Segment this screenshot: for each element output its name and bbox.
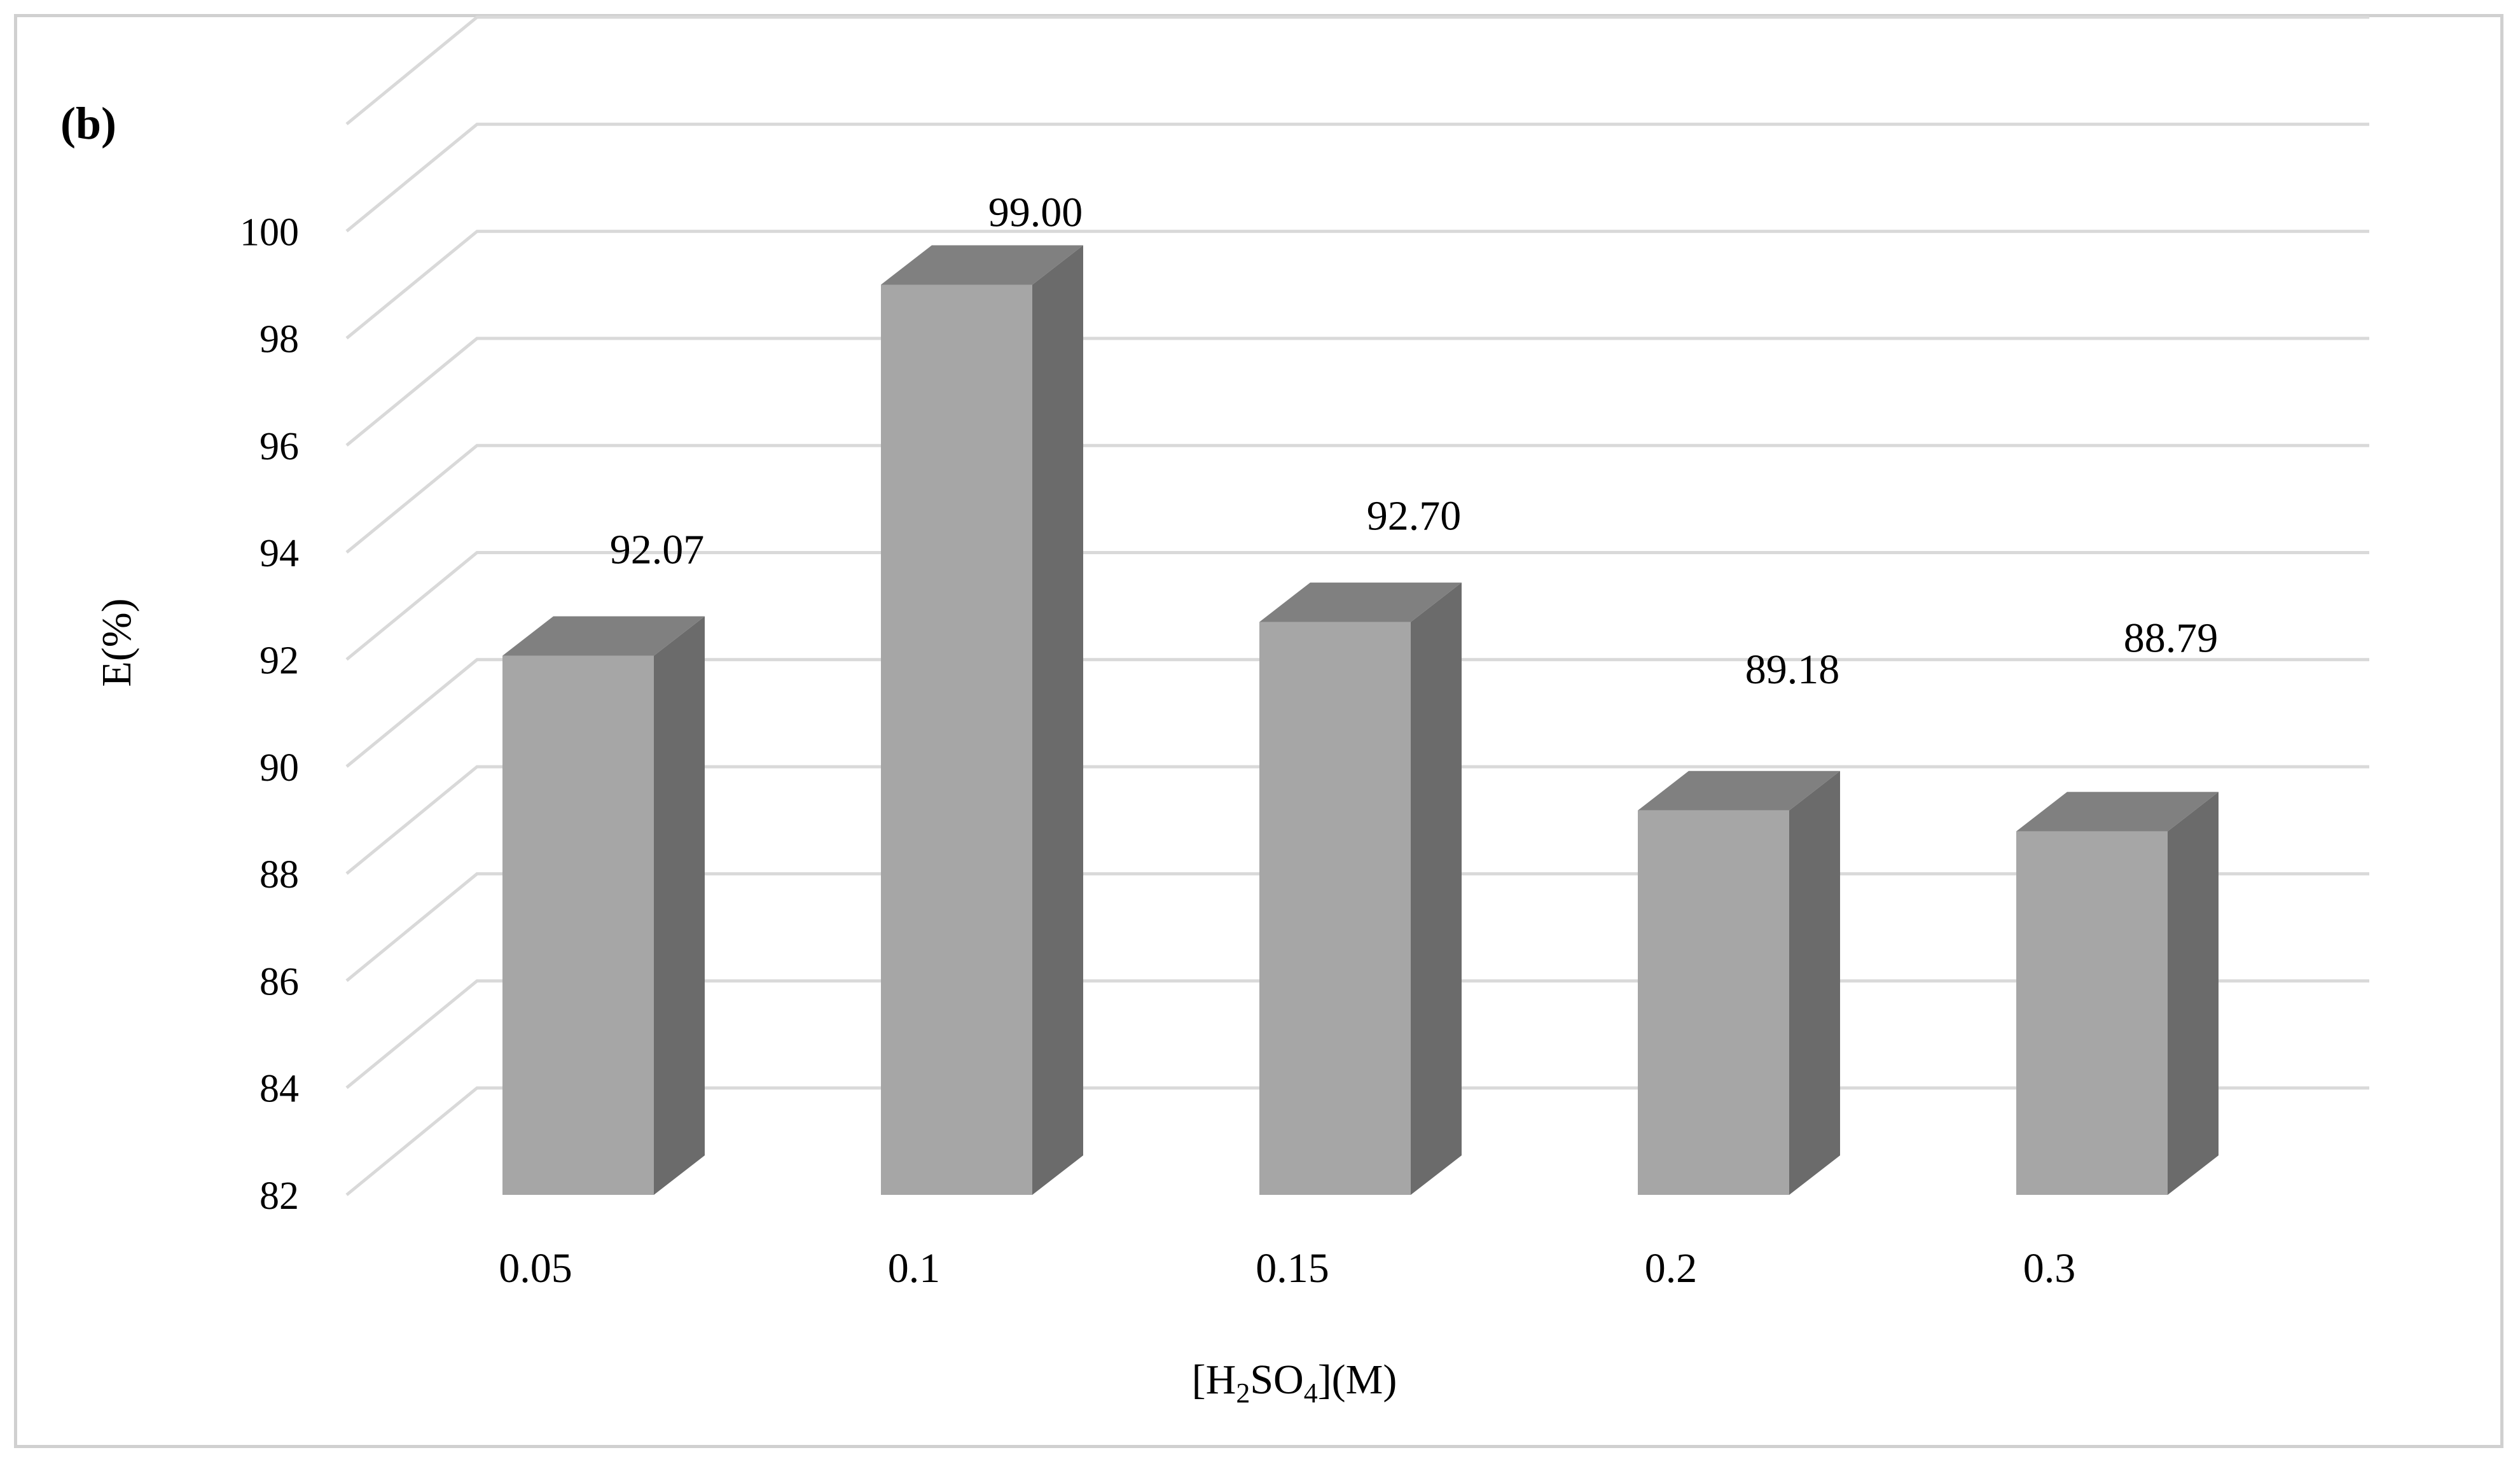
bar-top — [2016, 791, 2219, 832]
bar-side — [654, 616, 705, 1195]
y-axis-label: E(%) — [93, 598, 140, 687]
bar-front — [881, 284, 1032, 1196]
bar-top — [1259, 582, 1462, 622]
gridline — [345, 765, 2369, 875]
bar-front — [1259, 622, 1411, 1195]
gridline — [345, 551, 2369, 661]
bar-side — [2168, 791, 2219, 1195]
y-tick-label: 84 — [260, 1068, 299, 1111]
bar — [502, 616, 705, 1195]
bar — [1259, 582, 1462, 1195]
bar-side — [1789, 770, 1840, 1195]
x-tick-label: 0.1 — [888, 1245, 941, 1292]
y-tick-label: 92 — [260, 639, 299, 683]
y-tick-label: 96 — [260, 425, 299, 468]
data-label: 88.79 — [2124, 615, 2219, 662]
x-tick-label: 0.05 — [499, 1245, 572, 1292]
bar-front — [1638, 810, 1789, 1195]
x-tick-label: 0.2 — [1645, 1245, 1698, 1292]
gridline — [345, 122, 2369, 233]
bar-front — [2016, 831, 2168, 1195]
x-tick-label: 0.15 — [1256, 1245, 1329, 1292]
bar — [1638, 770, 1840, 1195]
data-labels: 92.07 99.00 92.70 89.18 88.79 — [610, 189, 2219, 692]
bar-side — [1411, 582, 1462, 1195]
gridline — [345, 658, 2369, 768]
bar-side — [1032, 245, 1083, 1196]
y-tick-label: 82 — [260, 1175, 299, 1218]
y-tick-label: 88 — [260, 853, 299, 896]
bars — [502, 245, 2219, 1196]
data-label: 92.07 — [610, 527, 705, 573]
bar-front — [502, 655, 654, 1195]
bar — [2016, 791, 2219, 1195]
x-tick-label: 0.3 — [2023, 1245, 2076, 1292]
bar-top — [881, 245, 1083, 285]
y-axis-ticks: 82 84 86 88 90 92 94 96 98 100 — [240, 211, 299, 1218]
y-tick-label: 86 — [260, 960, 299, 1003]
bar-top — [502, 616, 705, 656]
x-axis-label: [H2SO4](M) — [1192, 1356, 1397, 1409]
gridline — [345, 230, 2369, 340]
gridline — [345, 443, 2369, 554]
x-axis-ticks: 0.05 0.1 0.15 0.2 0.3 — [499, 1245, 2075, 1292]
gridline — [345, 337, 2369, 447]
panel-label: (b) — [60, 98, 116, 149]
y-tick-label: 90 — [260, 746, 299, 790]
gridline — [345, 15, 2369, 125]
data-label: 89.18 — [1745, 646, 1840, 693]
data-label: 99.00 — [988, 189, 1083, 235]
data-label: 92.70 — [1367, 493, 1462, 540]
bar — [881, 245, 1083, 1196]
y-tick-label: 94 — [260, 532, 299, 575]
bar-top — [1638, 770, 1840, 811]
y-tick-label: 100 — [240, 211, 299, 254]
y-tick-label: 98 — [260, 318, 299, 361]
